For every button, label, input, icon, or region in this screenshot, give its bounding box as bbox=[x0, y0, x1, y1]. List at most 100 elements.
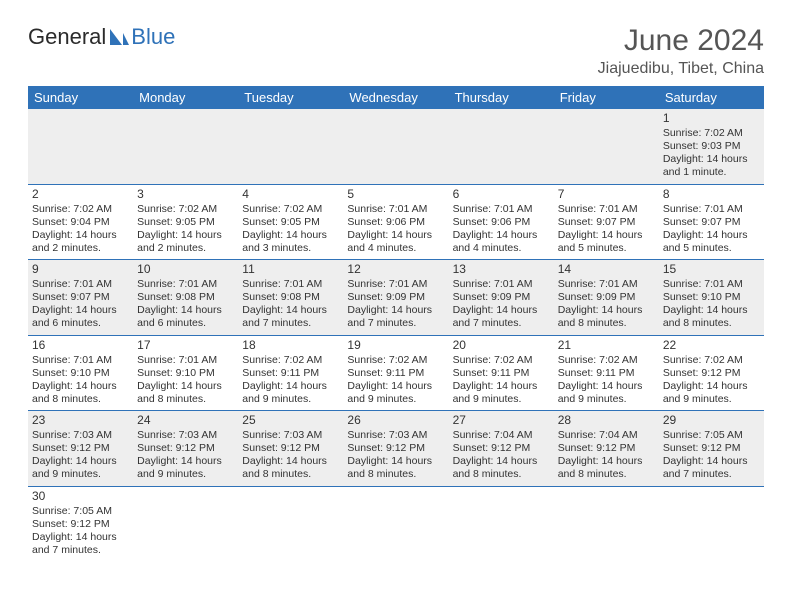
daylight-text: Daylight: 14 hours bbox=[32, 304, 129, 317]
week-row: 1Sunrise: 7:02 AMSunset: 9:03 PMDaylight… bbox=[28, 109, 764, 184]
daylight-text: Daylight: 14 hours bbox=[663, 304, 760, 317]
sunrise-text: Sunrise: 7:04 AM bbox=[453, 429, 550, 442]
daylight-text: Daylight: 14 hours bbox=[242, 455, 339, 468]
day-number: 25 bbox=[242, 413, 339, 428]
daylight-text: and 8 minutes. bbox=[137, 393, 234, 406]
month-title: June 2024 bbox=[598, 24, 764, 58]
sunset-text: Sunset: 9:07 PM bbox=[32, 291, 129, 304]
sunrise-text: Sunrise: 7:01 AM bbox=[453, 203, 550, 216]
daylight-text: and 9 minutes. bbox=[242, 393, 339, 406]
week-row: 23Sunrise: 7:03 AMSunset: 9:12 PMDayligh… bbox=[28, 411, 764, 487]
daylight-text: Daylight: 14 hours bbox=[453, 380, 550, 393]
location-subtitle: Jiajuedibu, Tibet, China bbox=[598, 60, 764, 78]
daylight-text: Daylight: 14 hours bbox=[32, 455, 129, 468]
day-number: 2 bbox=[32, 187, 129, 202]
sunset-text: Sunset: 9:06 PM bbox=[347, 216, 444, 229]
daylight-text: and 9 minutes. bbox=[137, 468, 234, 481]
sunrise-text: Sunrise: 7:02 AM bbox=[32, 203, 129, 216]
logo-text-2: Blue bbox=[131, 24, 175, 50]
day-number: 29 bbox=[663, 413, 760, 428]
daylight-text: and 2 minutes. bbox=[32, 242, 129, 255]
daylight-text: and 8 minutes. bbox=[453, 468, 550, 481]
day-cell bbox=[659, 486, 764, 561]
daylight-text: Daylight: 14 hours bbox=[347, 455, 444, 468]
day-number: 4 bbox=[242, 187, 339, 202]
daylight-text: Daylight: 14 hours bbox=[32, 531, 129, 544]
day-number: 16 bbox=[32, 338, 129, 353]
day-number: 19 bbox=[347, 338, 444, 353]
sunrise-text: Sunrise: 7:01 AM bbox=[242, 278, 339, 291]
sunrise-text: Sunrise: 7:02 AM bbox=[137, 203, 234, 216]
day-cell: 13Sunrise: 7:01 AMSunset: 9:09 PMDayligh… bbox=[449, 260, 554, 336]
daylight-text: and 7 minutes. bbox=[663, 468, 760, 481]
sunset-text: Sunset: 9:11 PM bbox=[558, 367, 655, 380]
day-number: 14 bbox=[558, 262, 655, 277]
daylight-text: and 4 minutes. bbox=[453, 242, 550, 255]
day-header: Thursday bbox=[449, 86, 554, 109]
day-cell bbox=[133, 486, 238, 561]
sunset-text: Sunset: 9:12 PM bbox=[663, 367, 760, 380]
week-row: 16Sunrise: 7:01 AMSunset: 9:10 PMDayligh… bbox=[28, 335, 764, 411]
day-cell: 17Sunrise: 7:01 AMSunset: 9:10 PMDayligh… bbox=[133, 335, 238, 411]
day-cell: 19Sunrise: 7:02 AMSunset: 9:11 PMDayligh… bbox=[343, 335, 448, 411]
daylight-text: and 8 minutes. bbox=[663, 317, 760, 330]
sunrise-text: Sunrise: 7:01 AM bbox=[347, 278, 444, 291]
daylight-text: Daylight: 14 hours bbox=[137, 380, 234, 393]
sunrise-text: Sunrise: 7:01 AM bbox=[32, 278, 129, 291]
day-cell: 28Sunrise: 7:04 AMSunset: 9:12 PMDayligh… bbox=[554, 411, 659, 487]
daylight-text: Daylight: 14 hours bbox=[242, 380, 339, 393]
day-cell bbox=[449, 109, 554, 184]
day-header: Monday bbox=[133, 86, 238, 109]
day-number: 26 bbox=[347, 413, 444, 428]
day-cell: 11Sunrise: 7:01 AMSunset: 9:08 PMDayligh… bbox=[238, 260, 343, 336]
sunset-text: Sunset: 9:11 PM bbox=[453, 367, 550, 380]
sunrise-text: Sunrise: 7:03 AM bbox=[242, 429, 339, 442]
day-number: 20 bbox=[453, 338, 550, 353]
daylight-text: and 7 minutes. bbox=[453, 317, 550, 330]
sunrise-text: Sunrise: 7:01 AM bbox=[137, 354, 234, 367]
sunrise-text: Sunrise: 7:01 AM bbox=[32, 354, 129, 367]
day-cell: 8Sunrise: 7:01 AMSunset: 9:07 PMDaylight… bbox=[659, 184, 764, 260]
day-cell bbox=[238, 486, 343, 561]
sunrise-text: Sunrise: 7:01 AM bbox=[347, 203, 444, 216]
day-number: 1 bbox=[663, 111, 760, 126]
daylight-text: Daylight: 14 hours bbox=[558, 455, 655, 468]
sunset-text: Sunset: 9:11 PM bbox=[242, 367, 339, 380]
day-number: 22 bbox=[663, 338, 760, 353]
sunset-text: Sunset: 9:04 PM bbox=[32, 216, 129, 229]
daylight-text: Daylight: 14 hours bbox=[453, 304, 550, 317]
day-number: 13 bbox=[453, 262, 550, 277]
week-row: 9Sunrise: 7:01 AMSunset: 9:07 PMDaylight… bbox=[28, 260, 764, 336]
sunrise-text: Sunrise: 7:01 AM bbox=[453, 278, 550, 291]
daylight-text: and 8 minutes. bbox=[347, 468, 444, 481]
sunset-text: Sunset: 9:08 PM bbox=[242, 291, 339, 304]
sunset-text: Sunset: 9:12 PM bbox=[242, 442, 339, 455]
day-number: 8 bbox=[663, 187, 760, 202]
day-cell: 25Sunrise: 7:03 AMSunset: 9:12 PMDayligh… bbox=[238, 411, 343, 487]
day-header: Tuesday bbox=[238, 86, 343, 109]
daylight-text: Daylight: 14 hours bbox=[242, 304, 339, 317]
sunrise-text: Sunrise: 7:03 AM bbox=[32, 429, 129, 442]
sunrise-text: Sunrise: 7:01 AM bbox=[663, 203, 760, 216]
day-header: Sunday bbox=[28, 86, 133, 109]
calendar-table: Sunday Monday Tuesday Wednesday Thursday… bbox=[28, 86, 764, 561]
sunrise-text: Sunrise: 7:02 AM bbox=[663, 354, 760, 367]
daylight-text: Daylight: 14 hours bbox=[663, 229, 760, 242]
day-cell: 22Sunrise: 7:02 AMSunset: 9:12 PMDayligh… bbox=[659, 335, 764, 411]
day-number: 23 bbox=[32, 413, 129, 428]
sunset-text: Sunset: 9:11 PM bbox=[347, 367, 444, 380]
day-header: Friday bbox=[554, 86, 659, 109]
day-cell: 26Sunrise: 7:03 AMSunset: 9:12 PMDayligh… bbox=[343, 411, 448, 487]
day-number: 24 bbox=[137, 413, 234, 428]
sunrise-text: Sunrise: 7:02 AM bbox=[663, 127, 760, 140]
sunrise-text: Sunrise: 7:01 AM bbox=[558, 278, 655, 291]
day-cell: 16Sunrise: 7:01 AMSunset: 9:10 PMDayligh… bbox=[28, 335, 133, 411]
day-cell: 12Sunrise: 7:01 AMSunset: 9:09 PMDayligh… bbox=[343, 260, 448, 336]
daylight-text: and 6 minutes. bbox=[32, 317, 129, 330]
daylight-text: Daylight: 14 hours bbox=[558, 380, 655, 393]
sunset-text: Sunset: 9:10 PM bbox=[137, 367, 234, 380]
daylight-text: Daylight: 14 hours bbox=[137, 229, 234, 242]
daylight-text: Daylight: 14 hours bbox=[32, 380, 129, 393]
week-row: 30Sunrise: 7:05 AMSunset: 9:12 PMDayligh… bbox=[28, 486, 764, 561]
day-cell: 2Sunrise: 7:02 AMSunset: 9:04 PMDaylight… bbox=[28, 184, 133, 260]
